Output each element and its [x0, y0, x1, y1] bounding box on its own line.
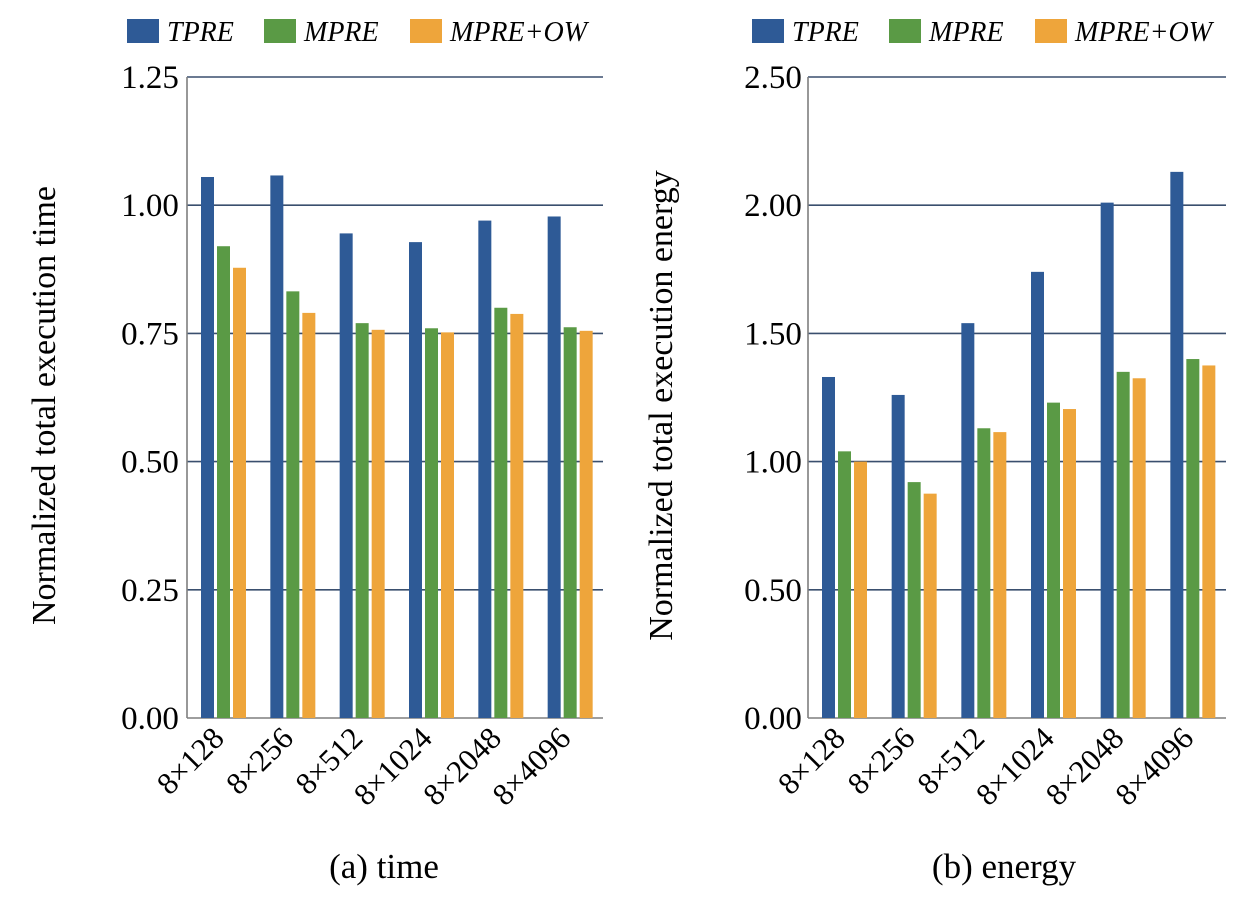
y-tick-label: 2.50: [744, 60, 802, 96]
bar-mpre-ow-0: [233, 267, 246, 718]
y-axis-label: Normalized total execution energy: [643, 170, 680, 640]
x-tick-label: 8×256: [840, 720, 921, 801]
y-tick-label: 0.00: [121, 701, 179, 737]
bar-mpre-ow-1: [302, 312, 316, 718]
bar-mpre-ow-0: [854, 461, 867, 718]
y-tick-label: 0.50: [744, 573, 802, 609]
bar-tpre-2: [339, 233, 353, 719]
bar-mpre-2: [977, 428, 991, 718]
bar-mpre-ow-4: [1132, 378, 1146, 718]
bar-mpre-5: [563, 327, 577, 718]
bar-tpre-5: [1170, 171, 1184, 719]
bar-tpre-1: [270, 175, 284, 719]
y-tick-label: 0.75: [121, 316, 179, 352]
bar-mpre-4: [494, 307, 508, 718]
bar-mpre-ow-5: [579, 330, 593, 718]
x-tick-label: 8×2048: [416, 720, 508, 812]
chart-time: 0.000.250.500.751.001.258×1288×2568×5128…: [26, 17, 603, 886]
bar-mpre-0: [838, 451, 851, 718]
bar-mpre-ow-3: [441, 332, 454, 718]
bar-tpre-5: [547, 216, 561, 718]
legend-label-mpre: MPRE: [928, 17, 1004, 48]
bar-mpre-ow-4: [510, 313, 524, 718]
chart-caption: (b) energy: [932, 847, 1077, 886]
bar-tpre-1: [891, 394, 905, 718]
bar-mpre-3: [425, 328, 438, 718]
bar-tpre-0: [201, 176, 214, 719]
legend: TPRE MPRE MPRE+OW: [127, 17, 590, 48]
legend-label-mpre-ow: MPRE+OW: [449, 17, 590, 48]
bar-mpre-5: [1186, 359, 1200, 718]
legend-swatch-tpre: [752, 19, 784, 43]
y-tick-label: 0.00: [744, 701, 802, 737]
y-axis-label: Normalized total execution time: [26, 186, 63, 625]
y-tick-label: 2.00: [744, 188, 802, 224]
chart-caption: (a) time: [329, 847, 439, 886]
bar-mpre-ow-5: [1202, 365, 1216, 718]
legend-label-tpre: TPRE: [792, 17, 859, 48]
legend-swatch-mpre: [889, 19, 921, 43]
y-tick-label: 0.50: [121, 445, 179, 481]
bar-mpre-ow-2: [371, 329, 385, 718]
legend-label-mpre: MPRE: [303, 17, 379, 48]
chart-energy: 0.000.501.001.502.002.508×1288×2568×5128…: [643, 17, 1226, 886]
bar-tpre-4: [478, 220, 492, 719]
bar-mpre-1: [907, 482, 921, 718]
legend-swatch-mpre-ow: [410, 19, 442, 43]
legend-label-mpre-ow: MPRE+OW: [1074, 17, 1215, 48]
y-tick-label: 0.25: [121, 573, 179, 609]
bar-tpre-0: [822, 376, 835, 718]
legend: TPRE MPRE MPRE+OW: [752, 17, 1215, 48]
x-tick-label: 8×1024: [969, 720, 1061, 812]
bar-mpre-ow-3: [1063, 409, 1076, 718]
bar-mpre-0: [217, 246, 230, 718]
x-tick-label: 8×1024: [347, 720, 439, 812]
bar-mpre-ow-1: [923, 493, 937, 718]
x-tick-label: 8×4096: [1108, 720, 1200, 812]
bar-mpre-1: [286, 291, 300, 718]
legend-swatch-tpre: [127, 19, 159, 43]
x-tick-label: 8×2048: [1039, 720, 1131, 812]
bar-tpre-2: [961, 323, 975, 718]
bar-mpre-3: [1047, 402, 1060, 718]
x-tick-label: 8×4096: [485, 720, 577, 812]
x-tick-label: 8×256: [219, 720, 300, 801]
y-tick-label: 1.00: [121, 188, 179, 224]
bar-tpre-4: [1100, 202, 1114, 719]
y-tick-label: 1.00: [744, 445, 802, 481]
y-tick-label: 1.25: [121, 60, 179, 96]
bar-tpre-3: [1031, 271, 1044, 718]
bar-mpre-2: [355, 323, 369, 718]
legend-label-tpre: TPRE: [167, 17, 234, 48]
legend-swatch-mpre-ow: [1035, 19, 1067, 43]
y-tick-label: 1.50: [744, 316, 802, 352]
bar-mpre-ow-2: [993, 432, 1007, 718]
bar-mpre-4: [1116, 371, 1130, 718]
bar-tpre-3: [409, 242, 422, 719]
legend-swatch-mpre: [264, 19, 296, 43]
